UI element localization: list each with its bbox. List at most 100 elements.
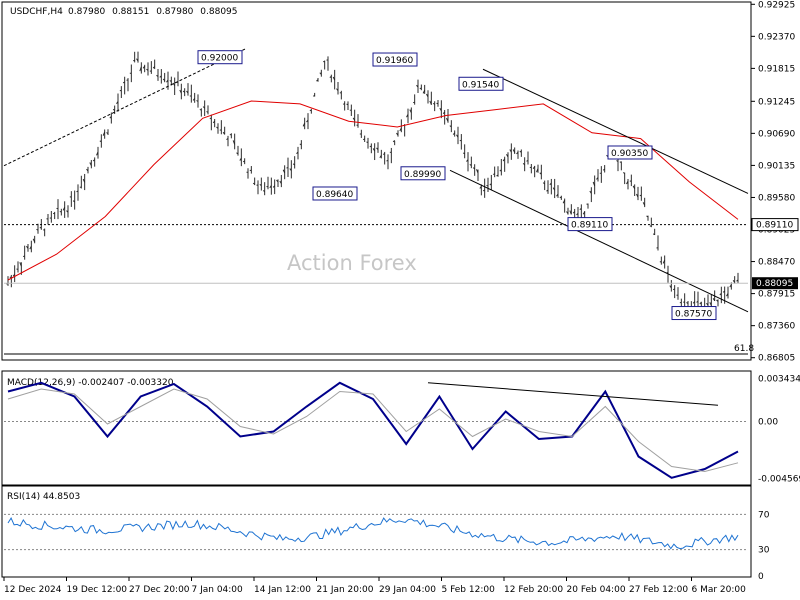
price-bar-tick <box>496 174 499 177</box>
price-tick-label: 0.87360 <box>758 322 795 332</box>
price-bar-tick <box>562 199 566 204</box>
price-bar-tick <box>319 72 322 75</box>
macd-signal-line <box>7 388 739 473</box>
price-bar-tick <box>622 172 625 174</box>
annotation-label: 0.91540 <box>462 80 499 90</box>
price-bar-tick <box>182 90 186 93</box>
price-tick-label: 0.92925 <box>758 0 795 10</box>
price-bar-tick <box>592 181 596 187</box>
price-bar-tick <box>69 196 72 198</box>
annotations: 0.92000 0.91960 0.91540 0.90350 0.89640 0.899… <box>197 50 717 321</box>
price-bar-tick <box>216 126 219 129</box>
price-bar-tick <box>19 262 22 267</box>
price-bar-tick <box>669 285 672 289</box>
macd-tick-label: 0.00 <box>758 418 778 428</box>
annotation-box <box>458 76 504 91</box>
moving-average-line <box>7 100 739 281</box>
price-bar-tick <box>112 108 115 111</box>
price-bar-tick <box>362 138 365 141</box>
price-bar-tick <box>36 228 39 231</box>
price-bar-tick <box>226 137 229 141</box>
macd-tick-label: 0.003434 <box>758 375 800 385</box>
price-bar-tick <box>409 109 412 113</box>
time-tick-label: 5 Feb 12:00 <box>442 585 496 595</box>
price-bar-tick <box>396 132 399 136</box>
price-bar-tick <box>522 162 526 166</box>
price-bar-tick <box>332 76 336 81</box>
price-bar-tick <box>652 233 655 236</box>
price-bar-tick <box>392 139 396 143</box>
price-bar-tick <box>452 132 456 135</box>
price-bar-tick <box>462 152 465 155</box>
price-bar-tick <box>72 200 75 203</box>
price-bar-tick <box>252 182 255 185</box>
time-tick-label: 12 Dec 2024 <box>4 585 62 595</box>
annotation-label: 0.91960 <box>376 56 413 66</box>
price-bar-tick <box>269 185 272 189</box>
rsi-tick-label: 0 <box>758 572 764 582</box>
price-bar-tick <box>416 84 419 88</box>
annotation-label: 0.89990 <box>404 170 441 180</box>
price-bar-tick <box>202 106 206 109</box>
price-bar-tick <box>89 162 92 166</box>
price-bar-tick <box>686 302 689 305</box>
price-bar-tick <box>272 185 276 188</box>
ohlc-low: 0.87980 <box>156 7 193 17</box>
price-bar-tick <box>446 117 449 122</box>
price-bar-tick <box>489 183 492 186</box>
time-tick-label: 6 Mar 20:00 <box>692 585 747 595</box>
price-bar-tick <box>736 279 739 282</box>
price-bar-tick <box>156 74 159 78</box>
annotation-label: 0.87570 <box>675 310 712 320</box>
price-bar-tick <box>556 193 559 197</box>
price-bar-tick <box>376 147 379 150</box>
price-bar-tick <box>289 168 292 171</box>
price-bar-tick <box>596 177 599 180</box>
price-bar-tick <box>192 98 196 101</box>
price-bar-tick <box>569 210 572 215</box>
annotation-label: 0.89110 <box>571 221 608 231</box>
annotation-box <box>671 306 717 321</box>
price-bar-tick <box>212 120 216 124</box>
price-bar-tick <box>429 100 432 105</box>
price-bar-tick <box>662 259 666 264</box>
price-bar-tick <box>379 155 382 159</box>
price-bar-tick <box>672 288 675 291</box>
annotation-box <box>197 50 243 65</box>
price-bar-tick <box>632 185 636 190</box>
price-bar-tick <box>259 184 262 187</box>
price-tick-label: 0.90690 <box>758 129 795 139</box>
rsi-panel-frame <box>1 485 752 578</box>
price-bar-tick <box>109 116 112 119</box>
price-bar-tick <box>492 173 495 175</box>
price-bar-tick <box>179 89 182 94</box>
price-bar-tick <box>639 194 642 197</box>
time-tick-label: 21 Jan 20:00 <box>317 585 374 595</box>
price-bar-tick <box>59 210 62 213</box>
rsi-tick-label: 70 <box>758 510 770 520</box>
price-bar-tick <box>589 190 592 194</box>
price-bar-tick <box>12 273 16 277</box>
price-tick-label: 0.87915 <box>758 290 795 300</box>
price-bar-tick <box>419 87 422 90</box>
price-bar-tick <box>302 122 306 127</box>
price-bar-tick <box>576 212 579 216</box>
rsi-tick-label: 30 <box>758 546 770 556</box>
time-tick-label: 12 Feb 20:00 <box>504 585 563 595</box>
price-tick-label: 0.92370 <box>758 32 795 42</box>
price-bar-tick <box>726 293 729 297</box>
price-bar-tick <box>186 90 189 94</box>
price-bar-tick <box>82 178 86 183</box>
price-bar-tick <box>172 82 176 86</box>
price-bar-tick <box>239 157 242 161</box>
price-bar-tick <box>572 211 576 214</box>
price-bar-tick <box>209 117 212 120</box>
price-bar-tick <box>469 163 472 166</box>
time-tick-label: 27 Feb 12:00 <box>629 585 688 595</box>
annotation-box <box>567 217 613 232</box>
rsi-line <box>7 517 739 550</box>
current-price-box <box>752 277 798 290</box>
svg-text:0.87980 0.88151 0.8798: 0.87980 0.88151 0.87980 0.88095 <box>68 7 238 17</box>
price-bar-tick <box>406 114 409 118</box>
price-bar-tick <box>306 119 309 123</box>
